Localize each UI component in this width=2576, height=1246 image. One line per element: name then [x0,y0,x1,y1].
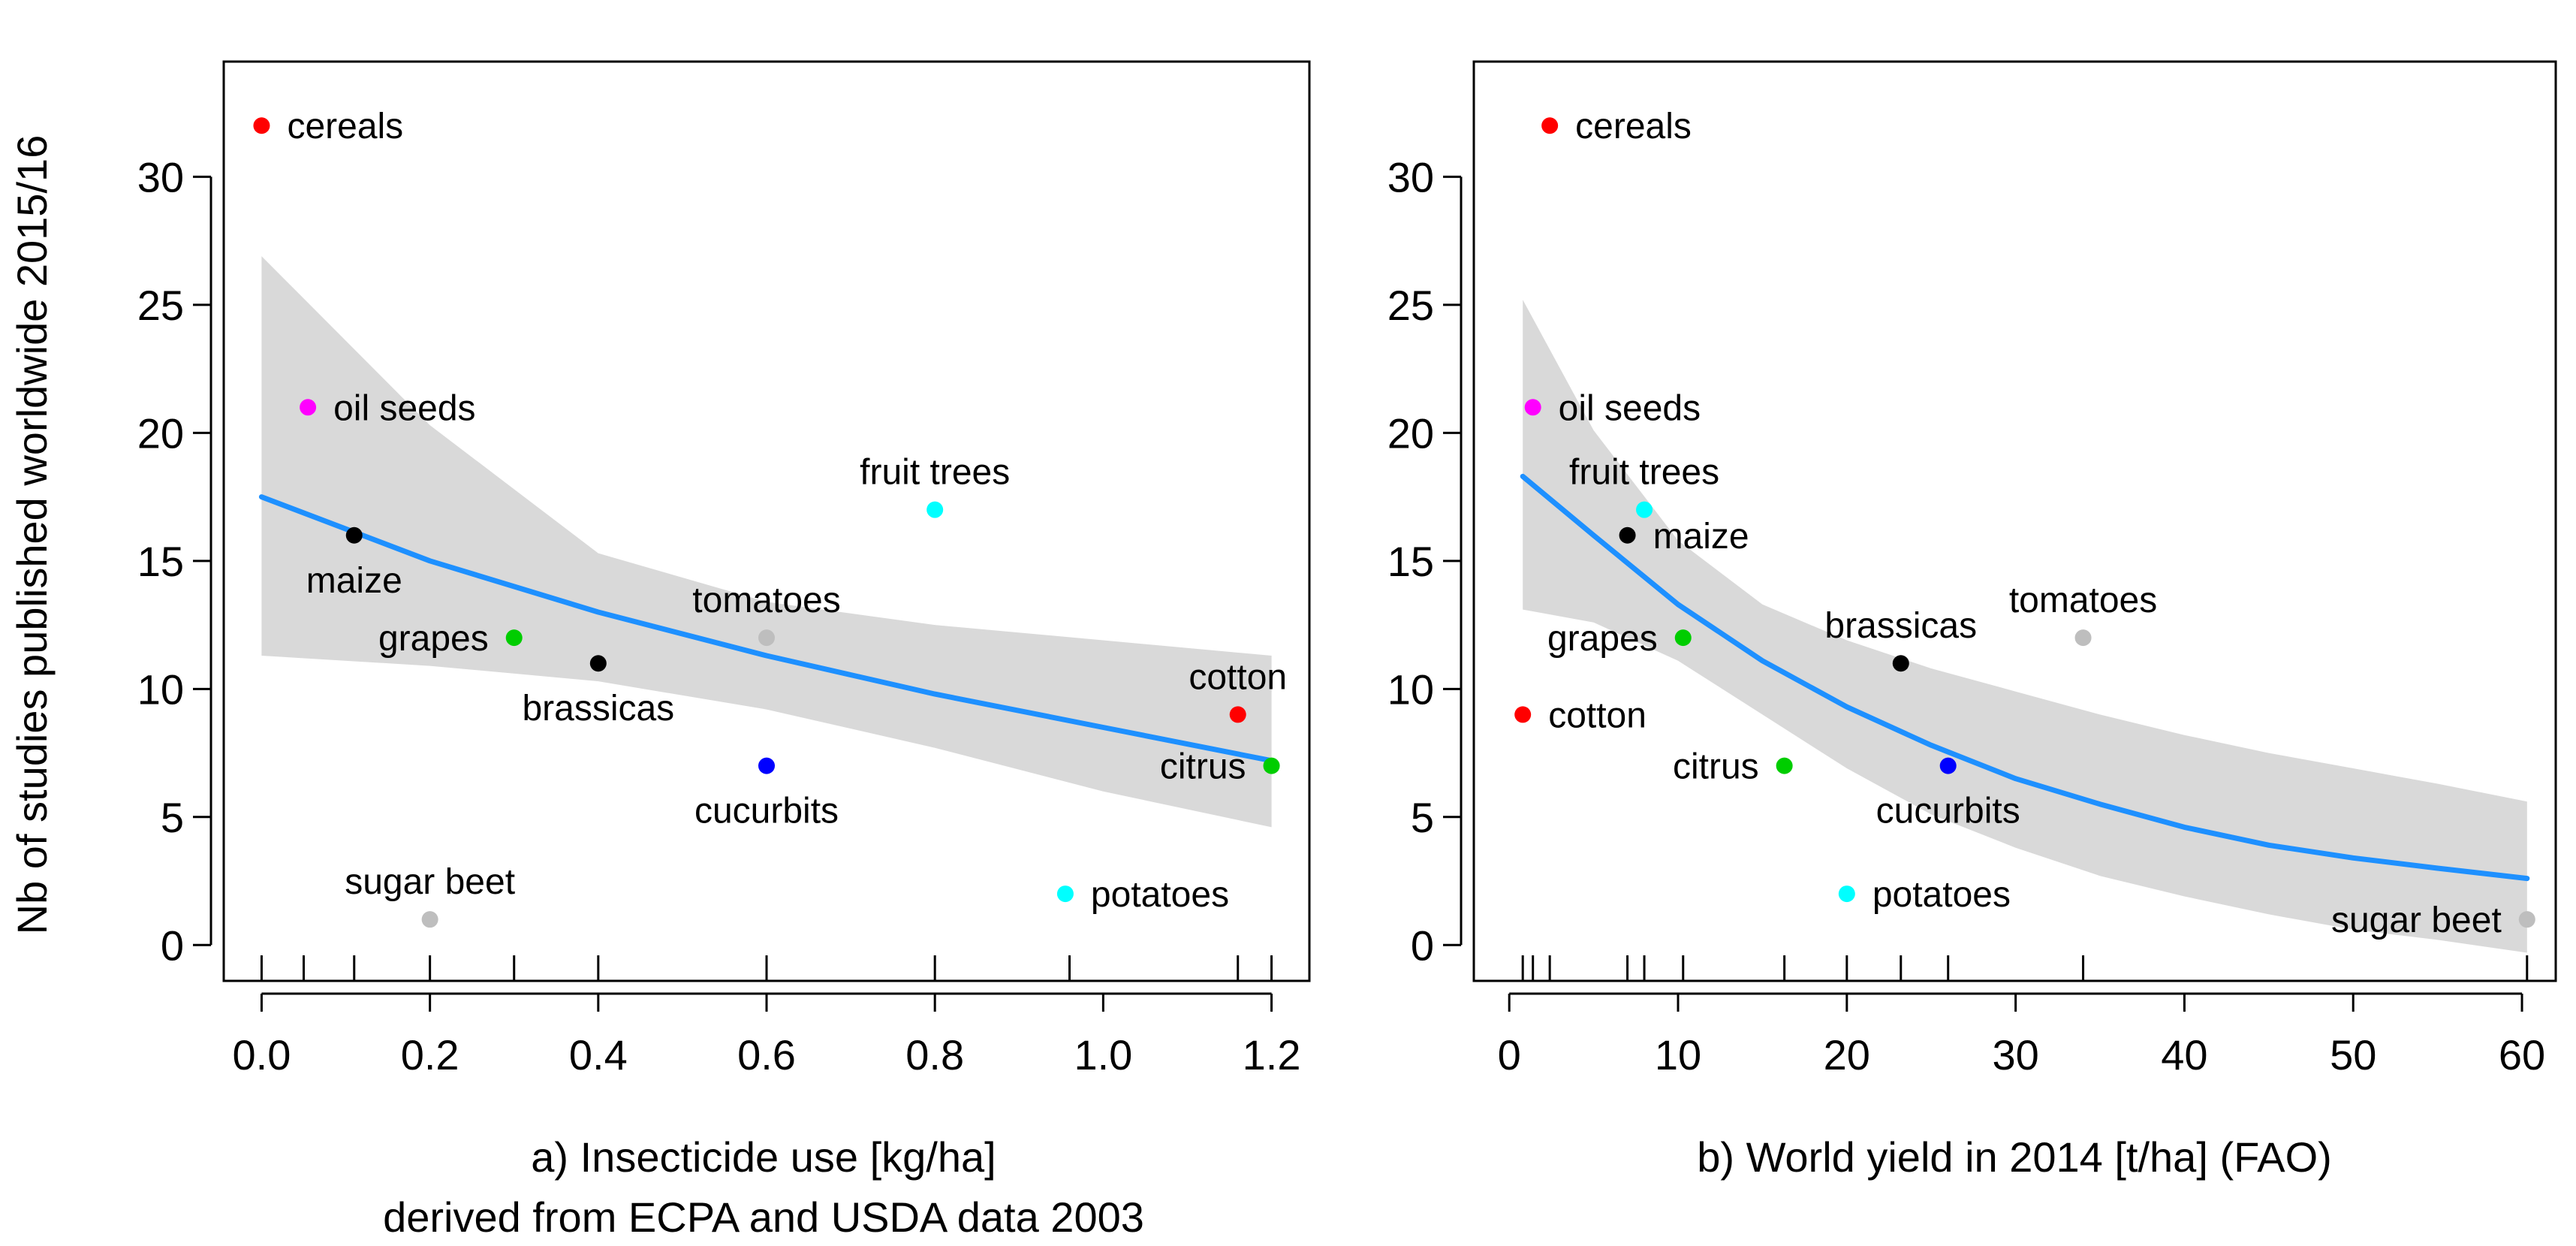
panel-a-point-label: cucurbits [694,792,839,831]
panel-b-point-label: cotton [1548,695,1647,735]
panel-b-point-label: potatoes [1872,875,2011,915]
panel-a-data-point [345,526,363,544]
panel-a-data-point [758,629,775,647]
panel-a-point-label: tomatoes [692,581,840,620]
panel-a-point-label: oil seeds [333,388,475,428]
panel-b-point-label: fruit trees [1569,453,1719,493]
panel-b-x-tick-label: 10 [1655,1031,1701,1079]
panel-a-x-axis: 0.0 0.2 0.4 0.6 0.8 1.0 1.2 [233,992,1301,1079]
panel-a-data-point [589,655,607,672]
panel-a-data-point [1229,706,1246,723]
panel-a-x-axis-title: a) Insecticide use [kg/ha] [531,1133,996,1181]
panel-a-x-tick-label: 1.2 [1243,1031,1301,1079]
panel-b-y-tick-label: 15 [1387,538,1434,585]
panel-a-x-tick-label: 1.0 [1074,1031,1132,1079]
panel-a-point-label: maize [306,561,402,601]
panel-b-point-label: grapes [1547,619,1658,659]
panel-b-plot-frame [1472,60,2557,982]
panel-a-data-point [1263,757,1280,774]
panel-a-confidence-band [261,256,1272,828]
panel-b: 0 10 20 30 40 50 60 0 5 10 15 20 25 30 cereals oil seed… [1387,60,2557,1079]
panel-b-point-label: cucurbits [1876,792,2020,831]
panel-b-data-point [1892,655,1909,672]
panel-a-point-label: cereals [287,107,403,146]
panel-a-y-tick-label: 20 [137,409,184,457]
panel-b-data-point [1541,117,1559,134]
panel-a-data-point [421,911,438,928]
panel-b-point-label: oil seeds [1559,388,1701,428]
panel-b-point-label: tomatoes [2009,581,2157,620]
panel-a-point-label: brassicas [522,689,674,729]
panel-a-point-label: cotton [1189,657,1287,697]
panel-b-x-axis: 0 10 20 30 40 50 60 [1498,992,2545,1079]
panel-b-data-point [1838,885,1855,903]
panel-b-data-point [1514,706,1532,723]
panel-a-x-tick-label: 0.4 [569,1031,628,1079]
panel-a-point-label: grapes [378,619,489,659]
panel-b-confidence-band [1523,300,2527,953]
panel-b-x-axis-title: b) World yield in 2014 [t/ha] (FAO) [1697,1133,2332,1181]
panel-b-data-point [1524,399,1541,416]
panel-a-x-tick-label: 0.6 [737,1031,796,1079]
panel-b-y-tick-label: 0 [1411,922,1434,969]
panel-a-data-point [758,757,775,774]
panel-b-y-tick-label: 10 [1387,665,1434,713]
panel-b-x-tick-label: 40 [2161,1031,2207,1079]
panel-a-data-point [505,629,523,647]
panel-b-data-point [1636,501,1653,518]
panel-b-data-point [1776,757,1793,774]
panel-a-point-label: sugar beet [345,862,515,902]
panel-a-point-label: potatoes [1091,875,1229,915]
panel-b-y-tick-label: 25 [1387,282,1434,329]
panel-b-x-tick-label: 50 [2330,1031,2376,1079]
panel-b-point-label: citrus [1673,747,1759,787]
panel-a: 0.0 0.2 0.4 0.6 0.8 1.0 1.2 0 5 10 15 20 25 30 cereals… [137,60,1311,1079]
panel-a-y-tick-label: 15 [137,538,184,585]
panel-b-point-label: sugar beet [2331,901,2502,940]
panel-b-x-tick-label: 30 [1992,1031,2038,1079]
panel-a-data-point [253,117,270,134]
panel-a-y-tick-label: 0 [161,922,184,969]
panel-a-y-tick-label: 10 [137,665,184,713]
panel-b-x-tick-label: 60 [2499,1031,2545,1079]
panel-b-x-tick-label: 20 [1824,1031,1870,1079]
panel-a-point-label: fruit trees [860,453,1010,493]
panel-b-data-point [2074,629,2092,647]
panel-a-x-axis-subtitle: derived from ECPA and USDA data 2003 [383,1193,1144,1241]
panel-b-x-tick-label: 0 [1498,1031,1521,1079]
panel-b-data-point [1939,757,1957,774]
panel-a-x-tick-label: 0.0 [233,1031,291,1079]
panel-b-point-label: cereals [1575,107,1692,146]
panel-b-y-tick-label: 30 [1387,153,1434,201]
panel-a-data-point [926,501,944,518]
panel-b-data-point [2518,911,2535,928]
panel-b-fit-line [1520,473,2530,882]
panel-b-data-point [1619,526,1636,544]
panel-a-y-axis: 0 5 10 15 20 25 30 [137,153,212,969]
panel-a-fit-line [258,494,1275,764]
panel-a-data-point [1056,885,1074,903]
panel-a-data-point [300,399,317,416]
panel-b-point-label: maize [1653,517,1749,557]
panel-b-y-tick-label: 5 [1411,794,1434,841]
panel-a-x-tick-label: 0.2 [401,1031,459,1079]
panel-b-point-label: brassicas [1824,606,1977,646]
y-axis-title: Nb of studies published worldwide 2015/1… [8,135,56,935]
panel-a-point-label: citrus [1160,747,1246,787]
panel-a-y-tick-label: 25 [137,282,184,329]
panel-b-y-tick-label: 20 [1387,409,1434,457]
panel-a-y-tick-label: 30 [137,153,184,201]
panel-b-data-point [1674,629,1692,647]
panel-b-y-axis: 0 5 10 15 20 25 30 [1387,153,1463,969]
panel-a-x-tick-label: 0.8 [905,1031,964,1079]
panel-a-y-tick-label: 5 [161,794,184,841]
